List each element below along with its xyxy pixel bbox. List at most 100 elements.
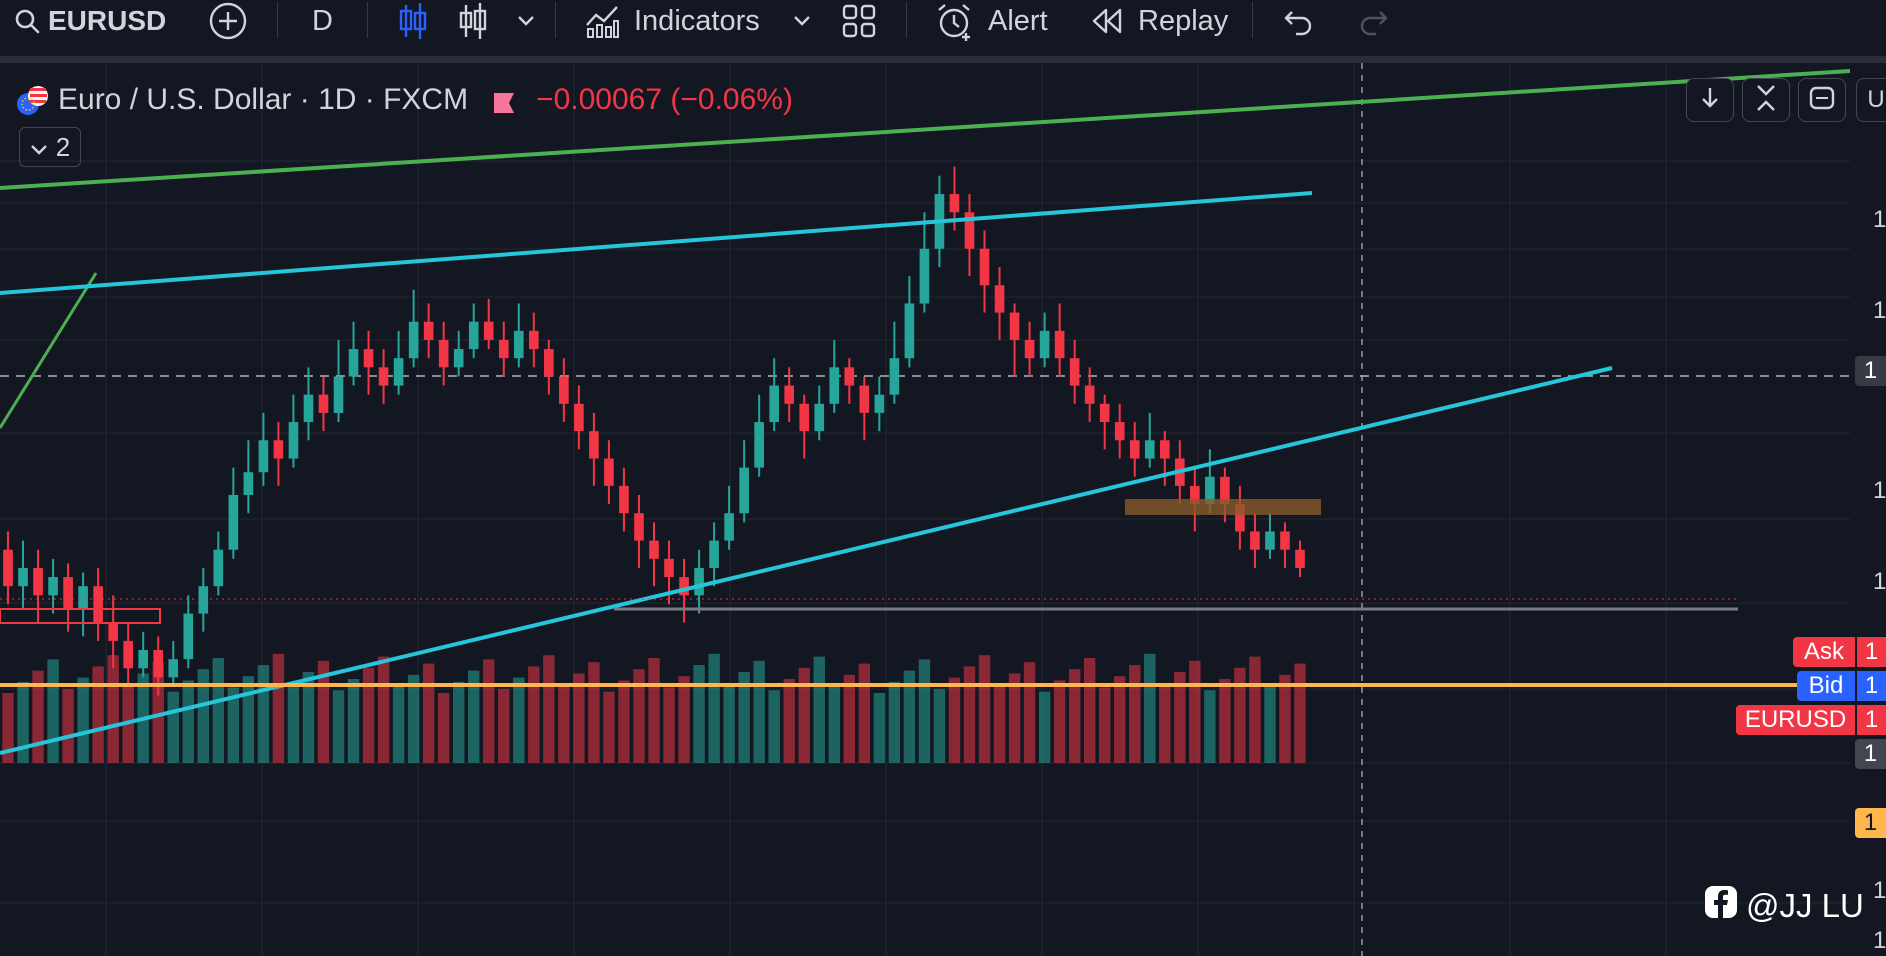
- volume-bar: [573, 673, 585, 763]
- chart-pane[interactable]: [0, 63, 1886, 956]
- alert-button[interactable]: Alert: [934, 0, 1048, 42]
- volume-bar: [347, 679, 360, 763]
- volume-bar: [678, 676, 690, 763]
- candle-body: [1084, 385, 1095, 404]
- trendline-green: [0, 69, 1851, 190]
- volume-bar: [1279, 674, 1291, 763]
- bid-axis-value: 1: [1857, 671, 1886, 701]
- volume-bar: [1023, 662, 1036, 763]
- candle-body: [1280, 531, 1290, 550]
- axis-tick-label: 1: [1873, 568, 1886, 595]
- candle-body: [994, 285, 1005, 313]
- indicator-count: 2: [55, 131, 71, 162]
- candle-body: [168, 659, 179, 678]
- bid-price-tag: Bid: [1797, 671, 1855, 701]
- drawings: [0, 69, 1855, 755]
- candle-body: [784, 385, 795, 404]
- volume-bar: [452, 681, 465, 763]
- crosshair-axis-value: 1: [1855, 356, 1886, 386]
- volume-bar: [1068, 669, 1081, 763]
- volume-bar: [1159, 683, 1171, 763]
- candle-body: [724, 513, 734, 541]
- pane-menu-label: U: [1867, 86, 1885, 113]
- bars-style-button[interactable]: [458, 0, 488, 42]
- collapse-icon: [1754, 84, 1778, 117]
- candle-body: [3, 549, 13, 587]
- volume-bar: [993, 684, 1006, 763]
- symbol-search[interactable]: EURUSD: [14, 0, 166, 42]
- replay-label: Replay: [1138, 4, 1229, 37]
- candle-body: [1159, 440, 1170, 459]
- volume-bar: [903, 670, 916, 763]
- axis-tick-label: 1: [1873, 877, 1886, 904]
- volume-bar: [1174, 672, 1186, 763]
- volume-bar: [32, 670, 44, 763]
- candle-body: [559, 376, 569, 404]
- toolbar-divider: [277, 2, 278, 38]
- candle-body: [123, 640, 133, 669]
- candle-body: [93, 586, 103, 623]
- volume-bar: [1129, 665, 1141, 763]
- candle-body: [529, 330, 539, 350]
- volume-bar: [1219, 679, 1231, 763]
- candle-body: [153, 650, 164, 678]
- bars-icon: [458, 1, 488, 41]
- candles-style-button[interactable]: [398, 0, 428, 42]
- candle-body: [213, 549, 224, 587]
- compare-button[interactable]: [208, 0, 248, 42]
- candle-body: [408, 321, 419, 359]
- price-chart[interactable]: [0, 63, 1886, 956]
- volume-bar: [648, 658, 660, 763]
- interval-button[interactable]: D: [312, 0, 333, 42]
- candle-body: [664, 558, 674, 578]
- chart-legend[interactable]: Euro / U.S. Dollar · 1D · FXCM −0.00067 …: [16, 78, 793, 122]
- candle-body: [619, 485, 629, 514]
- volume-bar: [693, 665, 705, 763]
- redo-button[interactable]: [1358, 0, 1390, 42]
- symbol-title: Euro / U.S. Dollar · 1D · FXCM: [58, 83, 469, 116]
- candle-body: [1265, 531, 1275, 550]
- symbol-label: EURUSD: [48, 5, 167, 36]
- collapse-indicators-button[interactable]: 2: [19, 127, 81, 167]
- candle-body: [348, 349, 359, 377]
- candle-body: [604, 458, 614, 486]
- candle-body: [949, 194, 960, 213]
- volume-bar: [242, 676, 255, 763]
- candle-body: [288, 422, 299, 459]
- undo-button[interactable]: [1282, 0, 1314, 42]
- indicators-button[interactable]: Indicators: [584, 0, 760, 42]
- candle-body: [1114, 422, 1125, 441]
- volume-bar: [663, 687, 675, 763]
- volume-bar: [813, 656, 825, 763]
- interval-label: D: [312, 4, 333, 37]
- volume-bar: [498, 688, 510, 763]
- volume-bar: [843, 674, 856, 763]
- volume-bar: [1294, 663, 1306, 763]
- maximize-pane-button[interactable]: [1798, 78, 1846, 122]
- candle-body: [874, 394, 885, 413]
- replay-button[interactable]: Replay: [1090, 0, 1228, 42]
- candle-body: [574, 403, 584, 432]
- pane-menu-button[interactable]: U: [1856, 78, 1886, 122]
- candle-body: [739, 467, 749, 514]
- scroll-down-button[interactable]: [1686, 78, 1734, 122]
- candle-body: [138, 650, 149, 669]
- volume-bar: [212, 658, 225, 763]
- candle-body: [859, 385, 870, 413]
- collapse-pane-button[interactable]: [1742, 78, 1790, 122]
- alert-label: Alert: [988, 4, 1048, 37]
- candle-body: [333, 376, 344, 413]
- candle-body: [829, 367, 840, 404]
- indicators-dropdown[interactable]: [792, 0, 812, 42]
- volume-bar: [483, 659, 495, 763]
- trendline-green-short: [0, 272, 98, 429]
- layouts-button[interactable]: [842, 0, 876, 42]
- indicators-label: Indicators: [634, 4, 760, 37]
- volume-bar: [513, 677, 525, 763]
- axis-tick-label: 1: [1873, 477, 1886, 504]
- candle-body: [1039, 330, 1050, 359]
- volume-bar: [227, 687, 240, 763]
- candle-body: [1190, 485, 1200, 505]
- candle-body: [423, 321, 434, 340]
- chart-type-dropdown[interactable]: [516, 0, 536, 42]
